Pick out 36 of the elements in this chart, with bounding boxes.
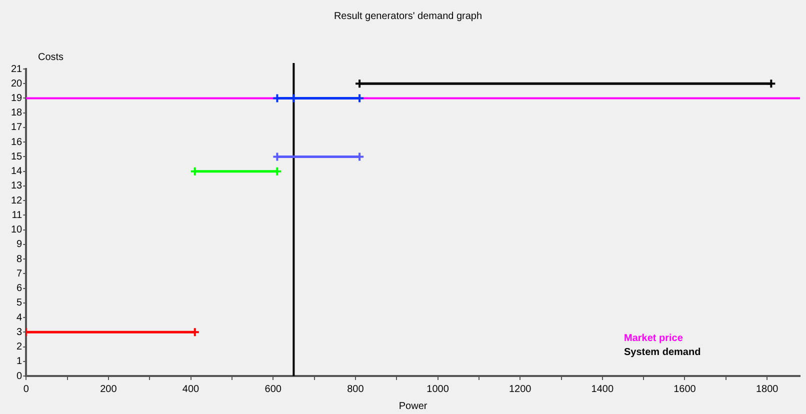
y-tick-label: 0 xyxy=(16,370,23,382)
y-tick-label: 18 xyxy=(11,108,23,119)
x-tick-label: 800 xyxy=(347,384,364,395)
chart-title: Result generators' demand graph xyxy=(334,10,482,22)
y-tick-label: 11 xyxy=(12,210,23,221)
x-tick-label: 200 xyxy=(100,384,118,395)
ref-line-label: Market price xyxy=(624,332,684,344)
x-axis-title: Power xyxy=(398,400,428,412)
y-tick-label: 14 xyxy=(11,166,23,178)
x-tick-label: 600 xyxy=(264,384,282,395)
x-tick-label: 1000 xyxy=(426,384,450,395)
y-tick-label: 9 xyxy=(16,239,23,250)
x-tick-label: 1200 xyxy=(508,384,532,395)
y-tick-label: 7 xyxy=(16,268,23,280)
x-tick-label: 1400 xyxy=(591,384,614,395)
y-tick-label: 4 xyxy=(16,312,23,324)
y-tick-label: 16 xyxy=(11,136,23,148)
y-tick-label: 13 xyxy=(11,180,23,192)
y-tick-label: 20 xyxy=(11,78,23,90)
y-tick-label: 8 xyxy=(16,254,23,265)
y-tick-label: 2 xyxy=(16,342,23,353)
y-tick-label: 5 xyxy=(16,298,23,309)
y-tick-label: 17 xyxy=(11,122,23,134)
x-tick-label: 400 xyxy=(182,384,200,395)
y-tick-label: 3 xyxy=(16,326,23,338)
y-axis-title: Costs xyxy=(38,52,64,63)
x-tick-label: 1600 xyxy=(674,384,696,395)
x-tick-label: 1800 xyxy=(756,384,779,395)
y-tick-label: 1 xyxy=(16,356,23,368)
ref-line-label: System demand xyxy=(624,346,701,358)
y-tick-label: 6 xyxy=(16,283,23,294)
y-tick-label: 15 xyxy=(11,151,23,162)
y-tick-label: 10 xyxy=(11,224,23,236)
y-tick-label: 12 xyxy=(11,195,23,206)
y-tick-label: 19 xyxy=(11,92,23,104)
y-tick-label: 21 xyxy=(11,64,23,75)
